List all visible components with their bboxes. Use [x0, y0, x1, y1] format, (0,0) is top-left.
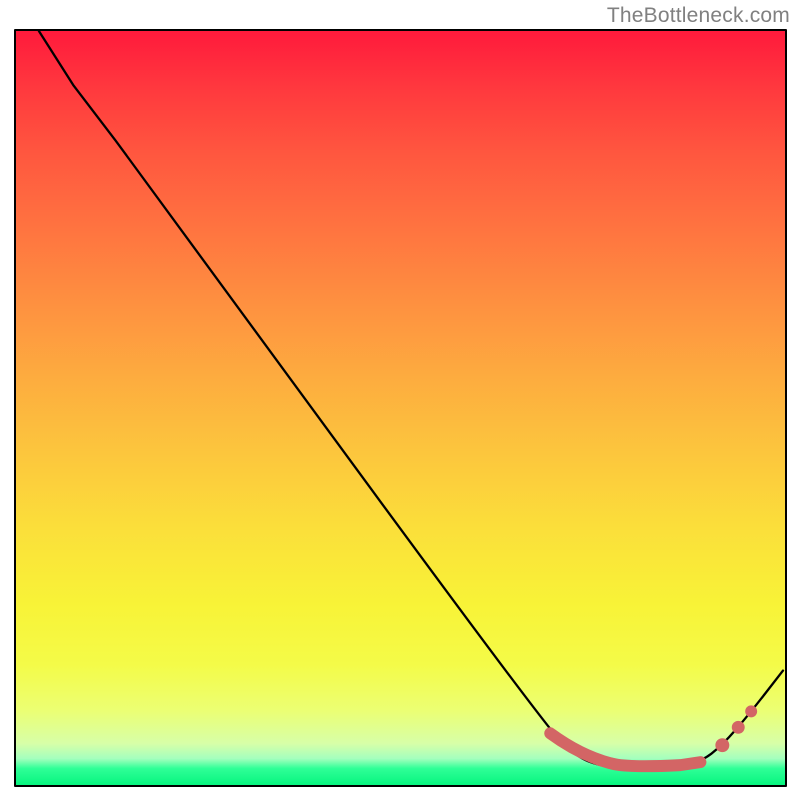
valley-highlight-segment [550, 733, 700, 766]
marker-dot [745, 705, 757, 717]
bottleneck-chart [0, 0, 800, 800]
valley-marker-dots [715, 705, 757, 752]
main-curve [39, 31, 783, 767]
marker-dot [732, 721, 745, 734]
chart-svg [16, 31, 785, 785]
marker-dot [715, 738, 729, 752]
plot-area [14, 29, 787, 787]
